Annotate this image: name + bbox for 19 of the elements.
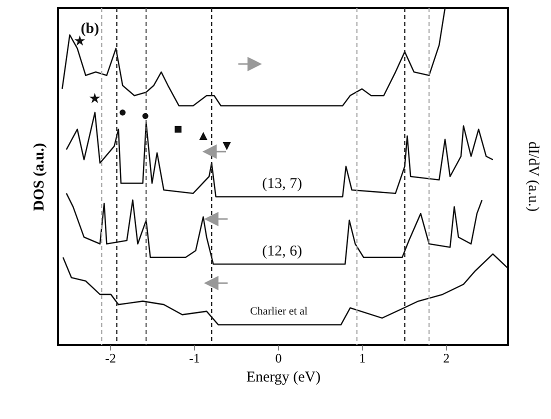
- x-tick-label: 0: [275, 350, 282, 366]
- x-tick-label: -2: [105, 350, 116, 366]
- y-axis-title: DOS (a.u.): [32, 143, 48, 211]
- annotation: ■: [174, 122, 182, 138]
- annotation: ●: [141, 108, 150, 124]
- x-axis-title: Energy (eV): [246, 370, 321, 386]
- annotation: (b): [80, 21, 100, 38]
- x-tick-label: 1: [359, 350, 366, 366]
- annotation: ▼: [220, 139, 234, 154]
- x-tick-label: -1: [189, 350, 200, 366]
- annotation: (13, 7): [262, 176, 302, 192]
- annotation: ★: [88, 92, 102, 107]
- annotation: ●: [118, 105, 127, 120]
- annotation: ▲: [196, 129, 210, 144]
- y2-axis-title: dI/dV (a.u.): [525, 141, 541, 212]
- annotation: ★: [73, 34, 86, 50]
- annotation: (12, 6): [262, 244, 302, 260]
- annotation: Charlier et al: [250, 305, 308, 318]
- x-tick-label: 2: [443, 350, 450, 366]
